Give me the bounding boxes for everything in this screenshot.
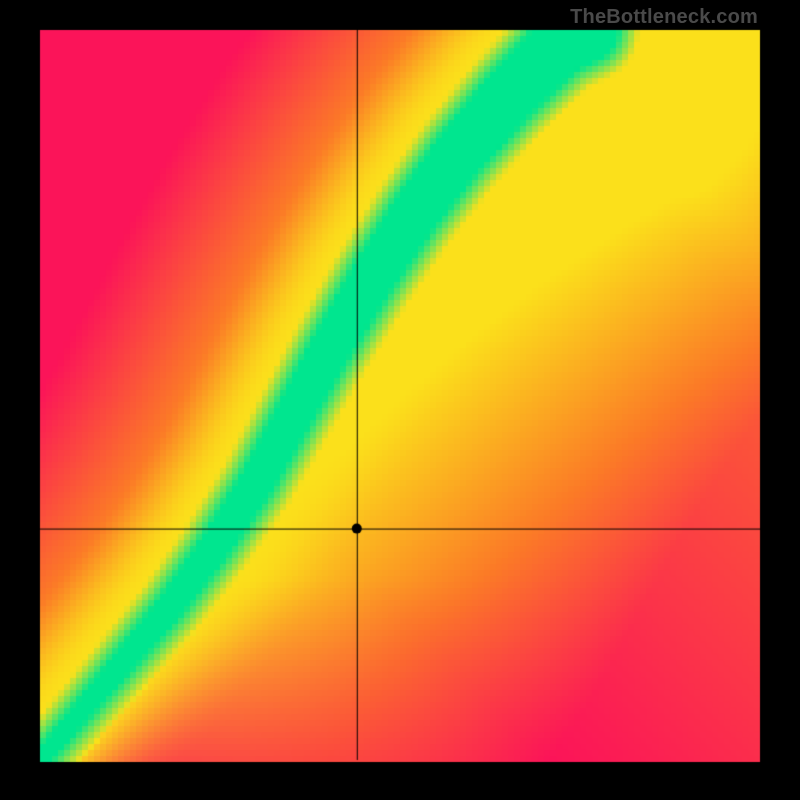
bottleneck-heatmap-canvas xyxy=(0,0,800,800)
watermark-text: TheBottleneck.com xyxy=(570,6,758,29)
chart-container: TheBottleneck.com xyxy=(0,0,800,800)
